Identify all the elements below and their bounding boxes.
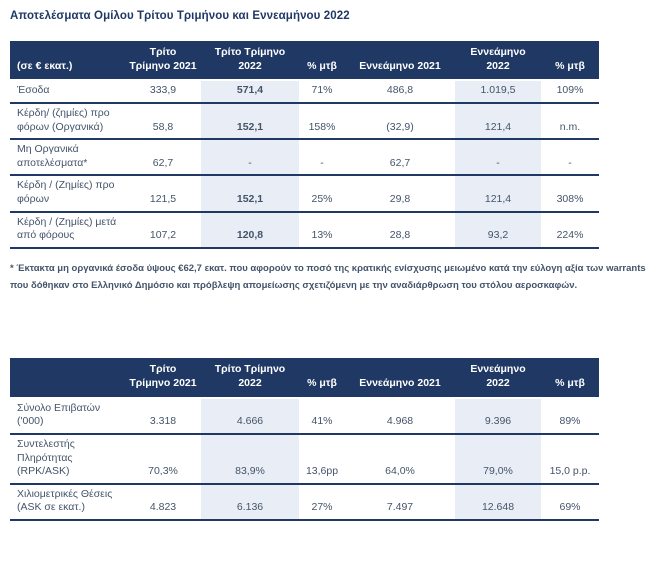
cell-value: 93,2 — [455, 211, 541, 250]
row-label: Σύνολο Επιβατών ('000) — [10, 397, 125, 435]
cell-value: 9.396 — [455, 397, 541, 435]
row-label: Μη Οργανικά αποτελέσματα* — [10, 139, 125, 177]
column-header-q3-2022: Τρίτο Τρίμηνο 2022 — [201, 358, 299, 399]
cell-value: (32,9) — [345, 102, 455, 141]
row-label: Έσοδα — [10, 80, 125, 104]
cell-value: 64,0% — [345, 433, 455, 485]
cell-value: 121,4 — [455, 175, 541, 213]
cell-value: 4.968 — [345, 397, 455, 435]
table-row: Χιλιομετρικές Θέσεις (ASK σε εκατ.) 4.82… — [10, 483, 599, 522]
cell-value: 152,1 — [201, 175, 299, 213]
column-header-change-9m: % μτβ — [541, 358, 599, 399]
cell-value: 58,8 — [125, 102, 201, 141]
table-header-row: Τρίτο Τρίμηνο 2021 Τρίτο Τρίμηνο 2022 % … — [10, 358, 599, 399]
cell-value: 62,7 — [125, 139, 201, 177]
column-header-q3-2021: Τρίτο Τρίμηνο 2021 — [125, 358, 201, 399]
table-row: Κέρδη / (Ζημίες) προ φόρων 121,5 152,1 2… — [10, 175, 599, 213]
column-header-9m-2021: Εννεάμηνο 2021 — [345, 41, 455, 82]
cell-value: 27% — [299, 483, 345, 522]
cell-value: 1.019,5 — [455, 80, 541, 104]
cell-value: 89% — [541, 397, 599, 435]
cell-value: 224% — [541, 211, 599, 250]
cell-value: 571,4 — [201, 80, 299, 104]
column-header-q3-2022: Τρίτο Τρίμηνο 2022 — [201, 41, 299, 82]
cell-value: 29,8 — [345, 175, 455, 213]
column-header-9m-2022: Εννεάμηνο 2022 — [455, 41, 541, 82]
table-header-row: (σε € εκατ.) Τρίτο Τρίμηνο 2021 Τρίτο Τρ… — [10, 41, 599, 82]
report-page: Αποτελέσματα Ομίλου Τρίτου Τριμήνου και … — [10, 10, 646, 522]
cell-value: 3.318 — [125, 397, 201, 435]
cell-value: 25% — [299, 175, 345, 213]
cell-value: 15,0 p.p. — [541, 433, 599, 485]
column-header-units: (σε € εκατ.) — [10, 41, 125, 82]
cell-value: 4.823 — [125, 483, 201, 522]
table-row: Συντελεστής Πληρότητας (RPK/ASK) 70,3% 8… — [10, 433, 599, 485]
column-header-change-q3: % μτβ — [299, 41, 345, 82]
cell-value: 6.136 — [201, 483, 299, 522]
cell-value: 70,3% — [125, 433, 201, 485]
column-header-change-9m: % μτβ — [541, 41, 599, 82]
cell-value: 7.497 — [345, 483, 455, 522]
cell-value: - — [201, 139, 299, 177]
row-label: Χιλιομετρικές Θέσεις (ASK σε εκατ.) — [10, 483, 125, 522]
cell-value: 158% — [299, 102, 345, 141]
cell-value: 62,7 — [345, 139, 455, 177]
cell-value: 152,1 — [201, 102, 299, 141]
cell-value: 486,8 — [345, 80, 455, 104]
cell-value: 28,8 — [345, 211, 455, 250]
footnote: * Έκτακτα μη οργανικά έσοδα ύψους €62,7 … — [10, 263, 646, 291]
row-label: Κέρδη / (Ζημίες) μετά από φόρους — [10, 211, 125, 250]
cell-value: n.m. — [541, 102, 599, 141]
table-row: Κέρδη / (Ζημίες) μετά από φόρους 107,2 1… — [10, 211, 599, 250]
cell-value: 83,9% — [201, 433, 299, 485]
cell-value: 333,9 — [125, 80, 201, 104]
cell-value: 69% — [541, 483, 599, 522]
cell-value: 120,8 — [201, 211, 299, 250]
row-label: Κέρδη / (Ζημίες) προ φόρων — [10, 175, 125, 213]
cell-value: - — [455, 139, 541, 177]
row-label: Συντελεστής Πληρότητας (RPK/ASK) — [10, 433, 125, 485]
table-row: Μη Οργανικά αποτελέσματα* 62,7 - - 62,7 … — [10, 139, 599, 177]
column-header-q3-2021: Τρίτο Τρίμηνο 2021 — [125, 41, 201, 82]
cell-value: 71% — [299, 80, 345, 104]
column-header-9m-2022: Εννεάμηνο 2022 — [455, 358, 541, 399]
cell-value: 121,5 — [125, 175, 201, 213]
cell-value: 107,2 — [125, 211, 201, 250]
cell-value: 4.666 — [201, 397, 299, 435]
cell-value: 13% — [299, 211, 345, 250]
cell-value: 79,0% — [455, 433, 541, 485]
cell-value: 109% — [541, 80, 599, 104]
column-header-blank — [10, 358, 125, 399]
cell-value: - — [541, 139, 599, 177]
table-row: Σύνολο Επιβατών ('000) 3.318 4.666 41% 4… — [10, 397, 599, 435]
cell-value: 41% — [299, 397, 345, 435]
traffic-statistics-table: Τρίτο Τρίμηνο 2021 Τρίτο Τρίμηνο 2022 % … — [10, 358, 599, 522]
cell-value: 12.648 — [455, 483, 541, 522]
cell-value: - — [299, 139, 345, 177]
page-title: Αποτελέσματα Ομίλου Τρίτου Τριμήνου και … — [10, 10, 350, 22]
financial-results-table: (σε € εκατ.) Τρίτο Τρίμηνο 2021 Τρίτο Τρ… — [10, 41, 599, 250]
row-label: Κέρδη/ (ζημίες) προ φόρων (Οργανικά) — [10, 102, 125, 141]
cell-value: 13,6pp — [299, 433, 345, 485]
table-row: Κέρδη/ (ζημίες) προ φόρων (Οργανικά) 58,… — [10, 102, 599, 141]
column-header-change-q3: % μτβ — [299, 358, 345, 399]
cell-value: 121,4 — [455, 102, 541, 141]
column-header-9m-2021: Εννεάμηνο 2021 — [345, 358, 455, 399]
cell-value: 308% — [541, 175, 599, 213]
table-row: Έσοδα 333,9 571,4 71% 486,8 1.019,5 109% — [10, 80, 599, 104]
